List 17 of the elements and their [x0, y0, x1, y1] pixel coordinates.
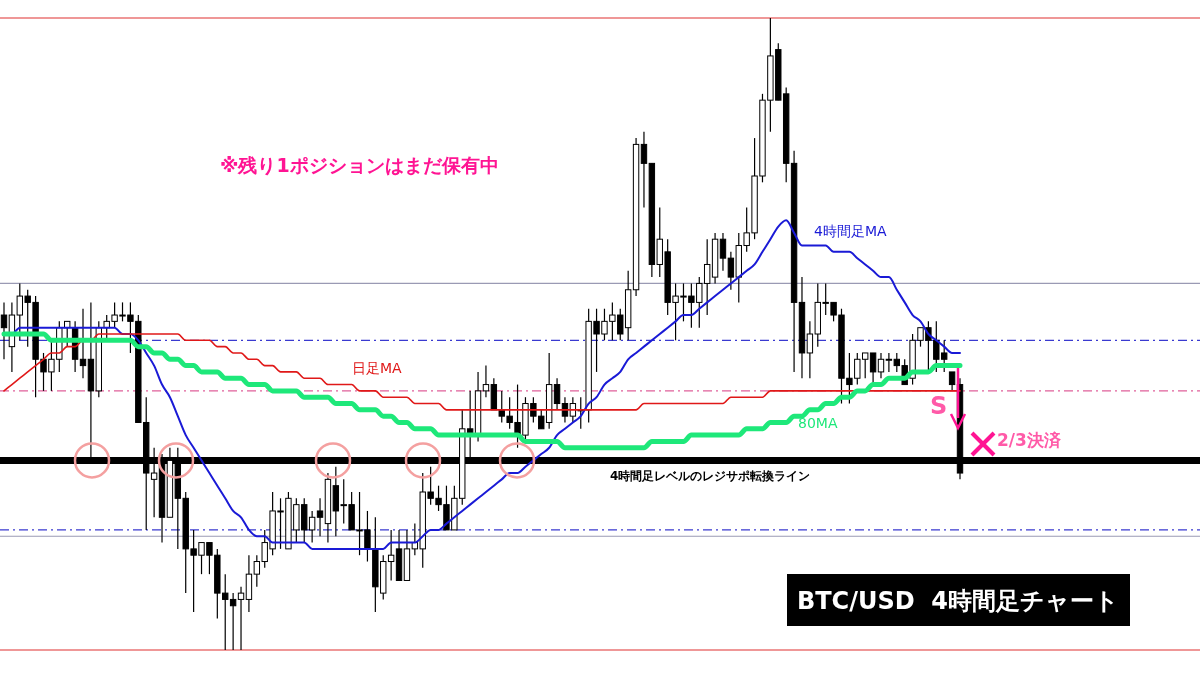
annotation: ※残り1ポジションはまだ保有中: [220, 154, 499, 176]
candlestick: [640, 131, 648, 209]
candlestick: [0, 301, 8, 360]
ref-line-label: 4時間足レベルのレジサポ転換ライン: [610, 469, 811, 484]
series-label: 日足MA: [352, 360, 403, 376]
series-label: 80MA: [798, 415, 838, 431]
text: BTC/USD 4時間足チャート: [796, 587, 1120, 615]
candlestick: [948, 371, 956, 392]
candlestick: [877, 352, 885, 379]
series-label: 4時間足MA: [814, 223, 887, 239]
candlestick: [79, 308, 87, 379]
candlestick: [719, 232, 727, 272]
candlestick: [482, 365, 490, 398]
text: 2/3決済: [997, 430, 1062, 450]
candlestick: [237, 586, 245, 651]
annotation: S: [930, 392, 948, 420]
candlestick: [316, 497, 324, 537]
